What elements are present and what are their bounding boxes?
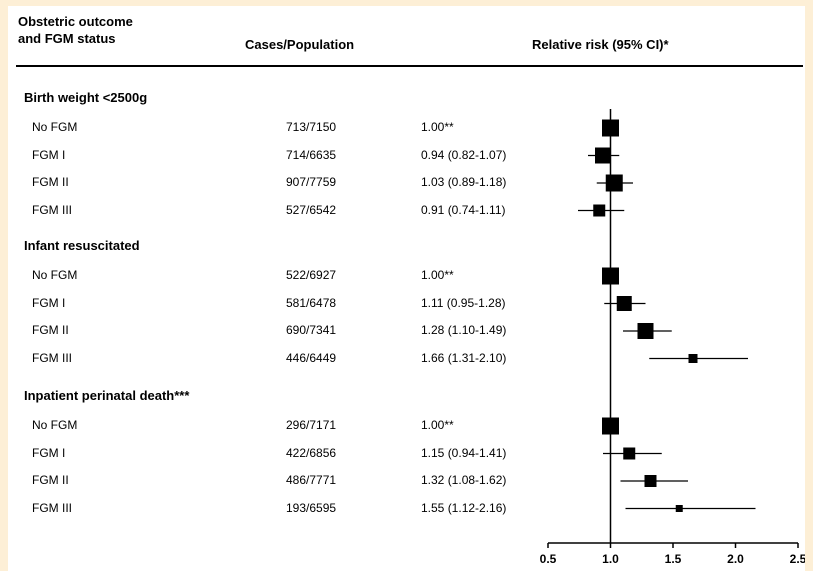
row-cases: 422/6856 — [286, 445, 337, 460]
outcome-header-line1: Obstetric outcome — [18, 14, 133, 29]
point-estimate-marker — [623, 447, 636, 460]
row-rr-text: 0.91 (0.74-1.11) — [421, 202, 506, 217]
row-rr-text: 1.66 (1.31-2.10) — [421, 350, 507, 365]
row-cases: 581/6478 — [286, 295, 337, 310]
row-label: FGM I — [32, 147, 66, 162]
row-label: No FGM — [32, 418, 78, 432]
point-estimate-marker — [605, 174, 623, 192]
row-label: FGM II — [32, 175, 69, 189]
row-rr-text: 1.55 (1.12-2.16) — [421, 500, 507, 515]
outcome-header-line2: and FGM status — [18, 31, 116, 46]
x-tick-label: 0.5 — [540, 552, 557, 566]
point-estimate-marker — [688, 354, 698, 363]
row-rr-text: 1.32 (1.08-1.62) — [421, 473, 507, 487]
point-estimate-marker — [637, 323, 654, 339]
x-tick-label: 2.0 — [727, 552, 744, 566]
row-label: FGM II — [32, 323, 69, 337]
chart-panel: Obstetric outcome and FGM status Cases/P… — [8, 6, 805, 571]
row-cases: 522/6927 — [286, 268, 337, 282]
row-cases: 690/7341 — [286, 323, 337, 337]
row-rr-text: 0.94 (0.82-1.07) — [421, 147, 507, 162]
point-estimate-marker — [644, 475, 657, 487]
x-tick-label: 1.5 — [665, 552, 682, 566]
group-title: Infant resuscitated — [24, 238, 140, 253]
row-rr-text: 1.03 (0.89-1.18) — [421, 175, 507, 189]
row-rr-text: 1.28 (1.10-1.49) — [421, 323, 507, 337]
row-cases: 907/7759 — [286, 175, 337, 189]
row-cases: 193/6595 — [286, 500, 337, 515]
row-cases: 296/7171 — [286, 418, 337, 432]
row-rr-text: 1.00** — [421, 120, 454, 134]
row-cases: 714/6635 — [286, 147, 337, 162]
row-cases: 527/6542 — [286, 202, 337, 217]
x-tick-label: 2.5 — [790, 552, 805, 566]
row-label: FGM I — [32, 295, 66, 310]
row-cases: 713/7150 — [286, 120, 337, 134]
group-title: Birth weight <2500g — [24, 90, 148, 105]
point-estimate-marker — [616, 296, 632, 311]
row-label: FGM III — [32, 202, 72, 217]
row-label: FGM III — [32, 500, 72, 515]
row-label: No FGM — [32, 268, 78, 282]
row-cases: 446/6449 — [286, 350, 337, 365]
row-label: FGM III — [32, 350, 72, 365]
row-rr-text: 1.11 (0.95-1.28) — [421, 295, 506, 310]
row-label: FGM II — [32, 473, 69, 487]
group-title: Inpatient perinatal death*** — [24, 388, 190, 403]
forest-plot: 0.5 1.0 1.5 2.0 2.5 — [540, 109, 805, 566]
cases-header: Cases/Population — [245, 37, 355, 52]
row-rr-text: 1.15 (0.94-1.41) — [421, 445, 507, 460]
outcome-header: Obstetric outcome and FGM status — [18, 13, 133, 47]
point-estimate-marker — [675, 505, 683, 512]
x-tick-label: 1.0 — [602, 552, 619, 566]
row-rr-text: 1.00** — [421, 418, 454, 432]
point-estimate-marker — [593, 204, 606, 217]
row-label: No FGM — [32, 120, 78, 134]
row-cases: 486/7771 — [286, 473, 337, 487]
point-estimate-marker — [595, 147, 611, 164]
rr-header: Relative risk (95% CI)* — [532, 37, 669, 52]
row-rr-text: 1.00** — [421, 268, 454, 282]
header-rule — [16, 65, 803, 67]
row-label: FGM I — [32, 445, 66, 460]
